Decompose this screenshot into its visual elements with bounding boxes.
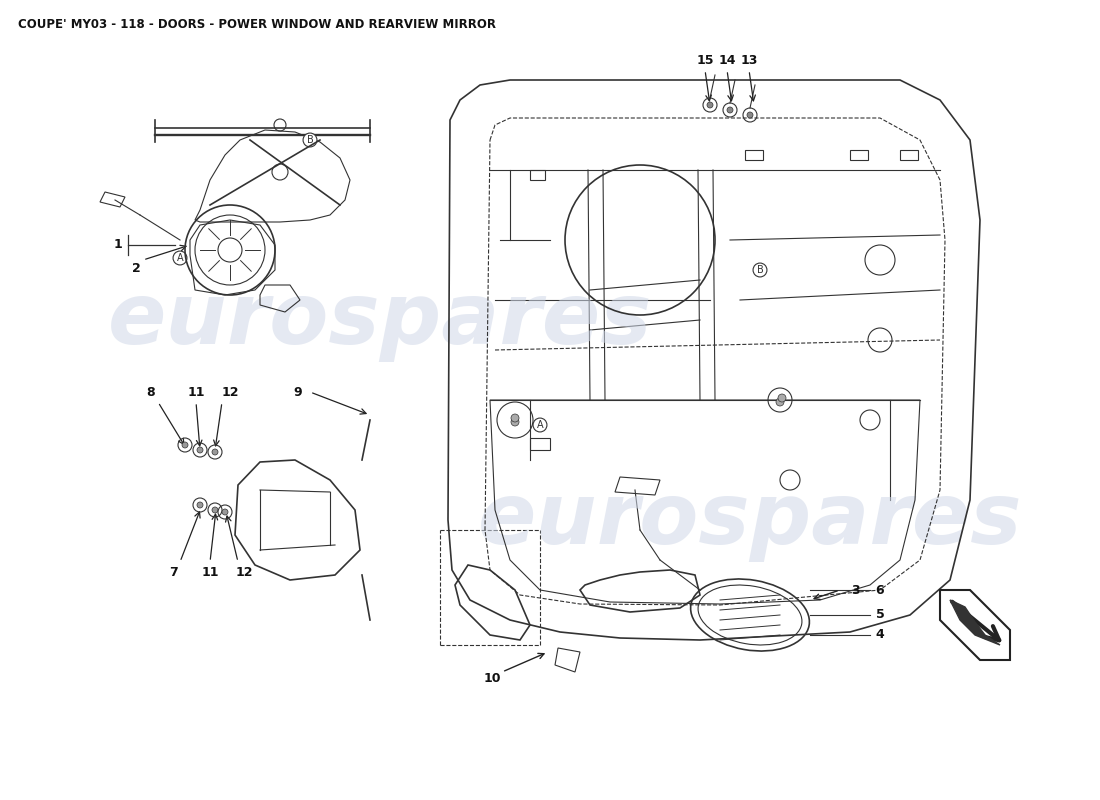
Polygon shape bbox=[950, 600, 1000, 645]
Text: 12: 12 bbox=[221, 386, 239, 398]
Text: 4: 4 bbox=[876, 629, 884, 642]
Circle shape bbox=[747, 112, 754, 118]
Text: COUPE' MY03 - 118 - DOORS - POWER WINDOW AND REARVIEW MIRROR: COUPE' MY03 - 118 - DOORS - POWER WINDOW… bbox=[18, 18, 496, 31]
Circle shape bbox=[512, 414, 519, 422]
Circle shape bbox=[778, 394, 786, 402]
Text: eurospares: eurospares bbox=[477, 478, 1022, 562]
Circle shape bbox=[182, 442, 188, 448]
Text: 10: 10 bbox=[483, 671, 500, 685]
Text: B: B bbox=[757, 265, 763, 275]
Circle shape bbox=[512, 418, 519, 426]
Text: 11: 11 bbox=[187, 386, 205, 398]
Text: 7: 7 bbox=[168, 566, 177, 578]
Text: 6: 6 bbox=[876, 583, 884, 597]
Text: 8: 8 bbox=[146, 386, 155, 398]
Circle shape bbox=[707, 102, 713, 108]
Text: 14: 14 bbox=[718, 54, 736, 66]
Circle shape bbox=[197, 447, 204, 453]
Circle shape bbox=[776, 398, 784, 406]
Text: 15: 15 bbox=[696, 54, 714, 66]
Circle shape bbox=[212, 449, 218, 455]
Text: 11: 11 bbox=[201, 566, 219, 578]
Text: 1: 1 bbox=[113, 238, 122, 251]
Text: eurospares: eurospares bbox=[108, 278, 652, 362]
Text: 9: 9 bbox=[294, 386, 302, 398]
Text: 12: 12 bbox=[235, 566, 253, 578]
Text: B: B bbox=[307, 135, 314, 145]
Text: 5: 5 bbox=[876, 609, 884, 622]
Circle shape bbox=[212, 507, 218, 513]
Text: A: A bbox=[537, 420, 543, 430]
Text: 13: 13 bbox=[740, 54, 758, 66]
Circle shape bbox=[197, 502, 204, 508]
Circle shape bbox=[727, 107, 733, 113]
Text: A: A bbox=[177, 253, 184, 263]
Text: 3: 3 bbox=[850, 583, 859, 597]
Circle shape bbox=[222, 509, 228, 515]
Text: 2: 2 bbox=[132, 262, 141, 274]
